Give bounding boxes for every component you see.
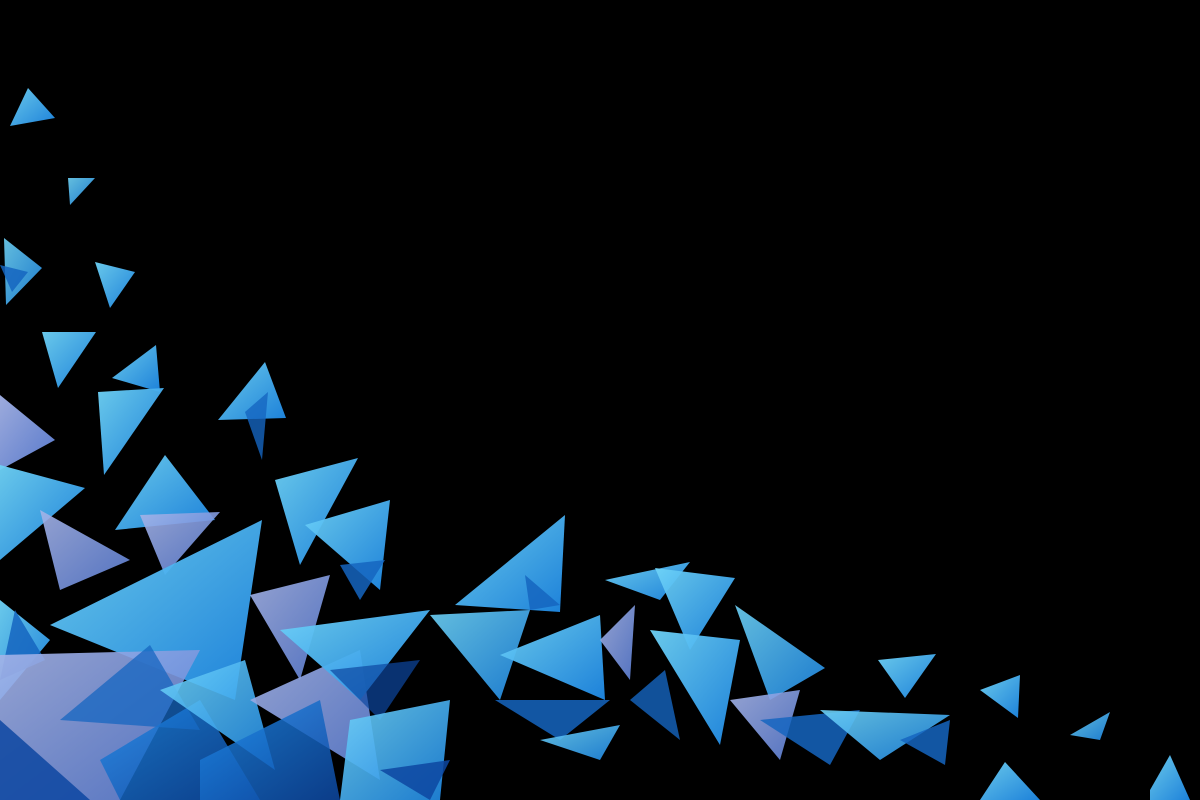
triangle-shard (10, 88, 55, 126)
triangle-shard (112, 345, 160, 392)
triangle-shard (0, 395, 55, 470)
triangle-shard (68, 178, 95, 205)
triangle-shard (1150, 755, 1190, 800)
triangle-shard (0, 720, 90, 800)
triangle-shard (650, 630, 740, 745)
triangle-shard (525, 575, 560, 610)
triangle-shard (42, 332, 96, 388)
triangle-shard (540, 725, 620, 760)
triangle-shard (980, 762, 1040, 800)
triangle-shard (95, 262, 135, 308)
triangle-shard (140, 512, 220, 575)
triangle-shard (200, 700, 340, 800)
triangle-shard (495, 700, 610, 740)
triangle-shard (878, 654, 936, 698)
triangle-shard (630, 670, 680, 740)
triangle-shard (40, 510, 130, 590)
triangle-shard (275, 458, 358, 565)
triangle-shard (60, 645, 200, 730)
triangle-shard (380, 760, 450, 800)
triangle-shard (115, 455, 215, 530)
triangle-shard (735, 605, 825, 700)
triangle-shard (0, 265, 28, 292)
triangle-shard (430, 610, 530, 700)
triangle-shard (330, 660, 420, 720)
triangle-shard (980, 675, 1020, 718)
triangle-shard (900, 720, 950, 765)
triangle-shard (218, 362, 286, 420)
triangle-shard (760, 710, 860, 765)
triangle-shard (98, 388, 164, 475)
triangle-shard (730, 690, 800, 760)
triangle-shard (820, 710, 950, 760)
triangle-shard (245, 392, 268, 460)
triangle-shard (655, 568, 735, 650)
triangle-shard (340, 560, 385, 600)
triangle-shard (50, 520, 262, 700)
triangle-shard (600, 605, 635, 680)
triangle-shard (280, 610, 430, 700)
triangle-shard (250, 575, 330, 680)
triangle-shard (500, 615, 605, 700)
triangle-shard (1070, 712, 1110, 740)
